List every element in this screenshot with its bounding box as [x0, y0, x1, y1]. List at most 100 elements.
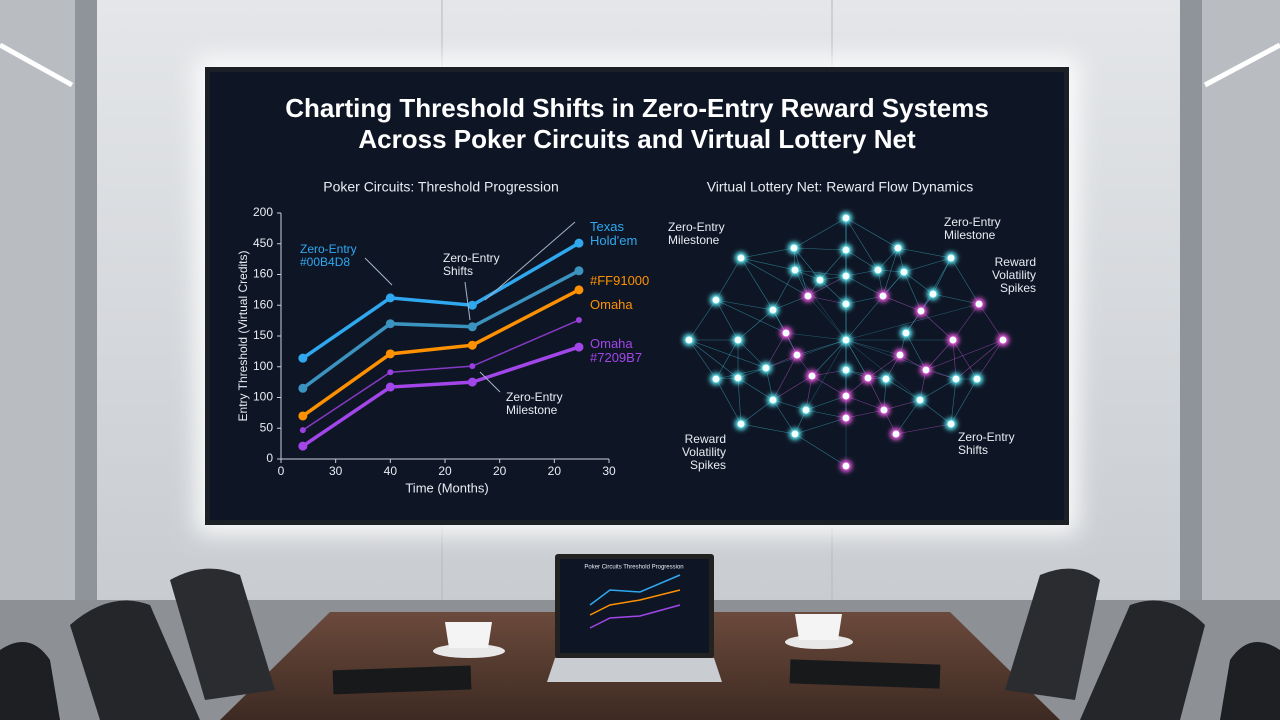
screen — [210, 72, 1064, 520]
label-line: Shifts — [443, 264, 473, 278]
edge — [740, 247, 795, 259]
edge — [819, 249, 847, 281]
x-axis-label: Time (Months) — [405, 480, 488, 495]
label-line: Omaha — [590, 336, 633, 351]
edge — [737, 377, 742, 425]
edge — [845, 339, 901, 356]
edge — [883, 399, 921, 411]
network-label: Zero-Entry Shifts — [958, 430, 1015, 457]
edge — [772, 375, 813, 401]
node — [737, 254, 745, 262]
edge — [950, 257, 980, 305]
label-line: Reward — [995, 255, 1036, 269]
y-tick-label: 160 — [253, 297, 273, 311]
chart-title: Poker Circuits: Threshold Progression — [323, 179, 559, 195]
edge — [903, 257, 952, 273]
end-label: Omaha #7209B7 — [590, 336, 642, 365]
label-line: Zero-Entry — [958, 430, 1015, 444]
node — [769, 306, 777, 314]
point — [469, 363, 476, 370]
edge — [867, 354, 901, 379]
edge — [845, 295, 884, 305]
label-line: Reward — [685, 432, 726, 446]
network-title: Virtual Lottery Net: Reward Flow Dynamic… — [707, 179, 974, 195]
edge — [885, 378, 921, 401]
laptop-title: Poker Circuits Threshold Progression — [584, 565, 683, 571]
label-line: Zero-Entry — [944, 215, 1001, 229]
edge — [845, 339, 869, 379]
y-tick-label: 150 — [253, 328, 273, 342]
edge — [955, 339, 1004, 380]
edge — [794, 269, 847, 341]
network-label: Zero-Entry Milestone — [668, 220, 725, 247]
node — [864, 374, 872, 382]
laptop-line — [589, 604, 681, 629]
node — [734, 374, 742, 382]
y-tick-label: 0 — [266, 451, 273, 465]
edge — [794, 417, 847, 435]
edge — [772, 295, 809, 311]
label-line: Zero-Entry — [443, 251, 500, 265]
node — [894, 244, 902, 252]
edge — [737, 377, 774, 401]
pillar — [1180, 0, 1202, 620]
notebook — [789, 659, 941, 689]
node — [842, 392, 850, 400]
network-label: Reward Volatility Spikes — [992, 255, 1036, 295]
edge — [845, 217, 899, 249]
edge — [794, 269, 847, 277]
node — [929, 290, 937, 298]
laptop-line — [589, 574, 681, 606]
edge — [688, 339, 717, 380]
edge — [905, 332, 927, 371]
annotation: Zero-Entry Shifts — [443, 251, 500, 278]
annotation-arrow — [464, 281, 471, 321]
x-tick-label: 30 — [329, 464, 343, 478]
edge — [925, 339, 954, 371]
edge — [688, 339, 767, 369]
edge — [845, 395, 885, 411]
x-tick-label: 20 — [493, 464, 507, 478]
node — [874, 266, 882, 274]
y-axis-label: Entry Threshold (Virtual Credits) — [236, 251, 250, 422]
edge — [807, 275, 847, 297]
end-label: Omaha — [590, 297, 633, 312]
chair — [1005, 568, 1100, 700]
cup — [795, 614, 842, 640]
node — [782, 329, 790, 337]
edge — [805, 395, 847, 411]
node — [842, 336, 850, 344]
edge — [920, 257, 952, 312]
chair — [1080, 600, 1205, 720]
edge — [740, 257, 809, 297]
edge — [895, 399, 921, 435]
point — [467, 340, 477, 350]
point — [299, 427, 306, 434]
edge — [688, 299, 717, 341]
series-line — [301, 288, 580, 418]
point — [574, 266, 584, 276]
edge — [740, 257, 774, 311]
edge — [882, 295, 922, 312]
node — [999, 336, 1007, 344]
node — [791, 430, 799, 438]
point — [298, 411, 308, 421]
label-line: Zero-Entry — [300, 242, 357, 256]
label-line: Texas — [590, 219, 624, 234]
edge — [807, 295, 847, 305]
edge — [765, 339, 847, 369]
end-label: #FF91000 — [590, 273, 649, 288]
edge — [715, 378, 742, 425]
edge — [952, 339, 957, 380]
point — [574, 238, 584, 248]
node — [712, 375, 720, 383]
chair — [70, 600, 200, 720]
point — [467, 322, 477, 332]
node — [842, 366, 850, 374]
edge — [737, 339, 767, 369]
edge — [793, 217, 847, 249]
edge — [932, 257, 952, 295]
point — [385, 293, 395, 303]
